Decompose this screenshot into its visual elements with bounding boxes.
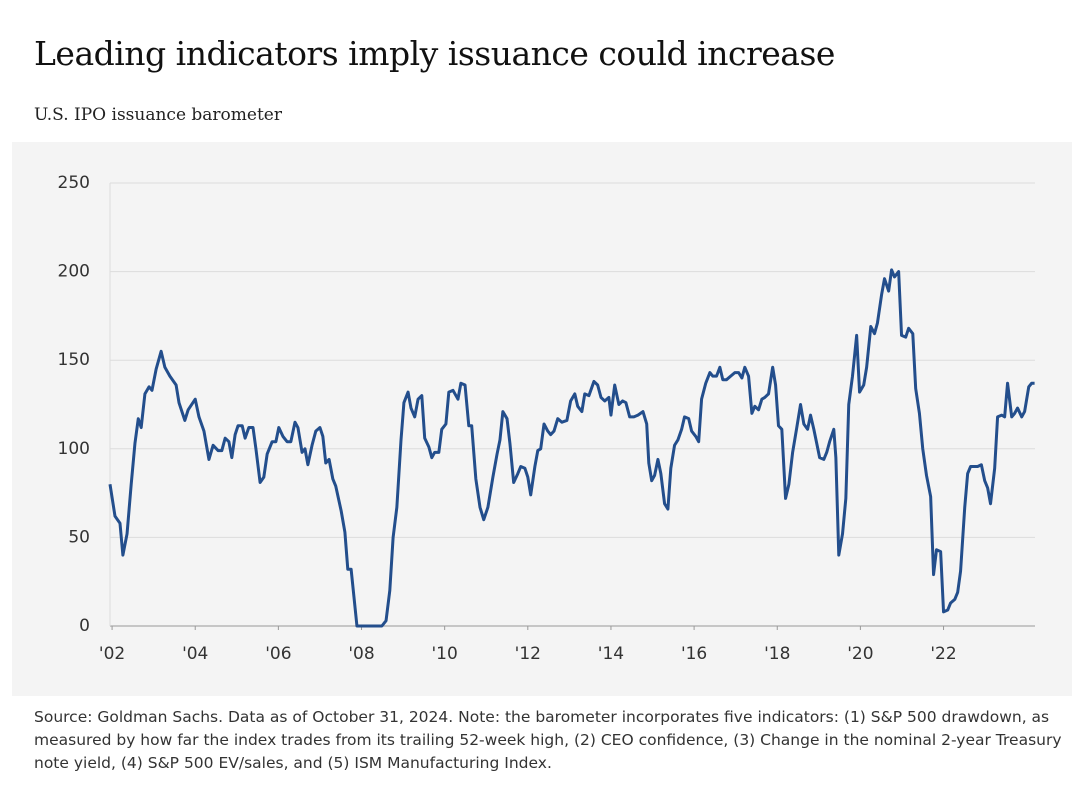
x-tick-label: '18 (764, 644, 790, 664)
y-tick-label: 200 (58, 262, 90, 282)
y-tick-label: 150 (58, 350, 90, 370)
x-tick-label: '02 (99, 644, 125, 664)
y-tick-label: 100 (58, 439, 90, 459)
chart-subtitle: U.S. IPO issuance barometer (34, 105, 282, 125)
x-tick-label: '04 (182, 644, 208, 664)
chart-title: Leading indicators imply issuance could … (34, 34, 835, 73)
x-tick-label: '14 (598, 644, 624, 664)
x-tick-label: '08 (348, 644, 374, 664)
y-tick-label: 250 (58, 173, 90, 193)
x-tick-label: '22 (930, 644, 956, 664)
data-line (108, 268, 1035, 628)
x-tick-label: '20 (847, 644, 873, 664)
x-tick-label: '16 (681, 644, 707, 664)
chart: 0 50 100 150 200 250 '02 '04 '06 '08 '10 '12 '14 '16 '… (58, 173, 1035, 664)
y-tick-label: 50 (68, 527, 90, 547)
source-note: Source: Goldman Sachs. Data as of Octobe… (34, 708, 1062, 772)
x-tick-label: '10 (432, 644, 458, 664)
x-tick-label: '12 (515, 644, 541, 664)
chart-panel (12, 142, 1072, 696)
x-tick-label: '06 (265, 644, 291, 664)
y-tick-label: 0 (79, 616, 90, 636)
